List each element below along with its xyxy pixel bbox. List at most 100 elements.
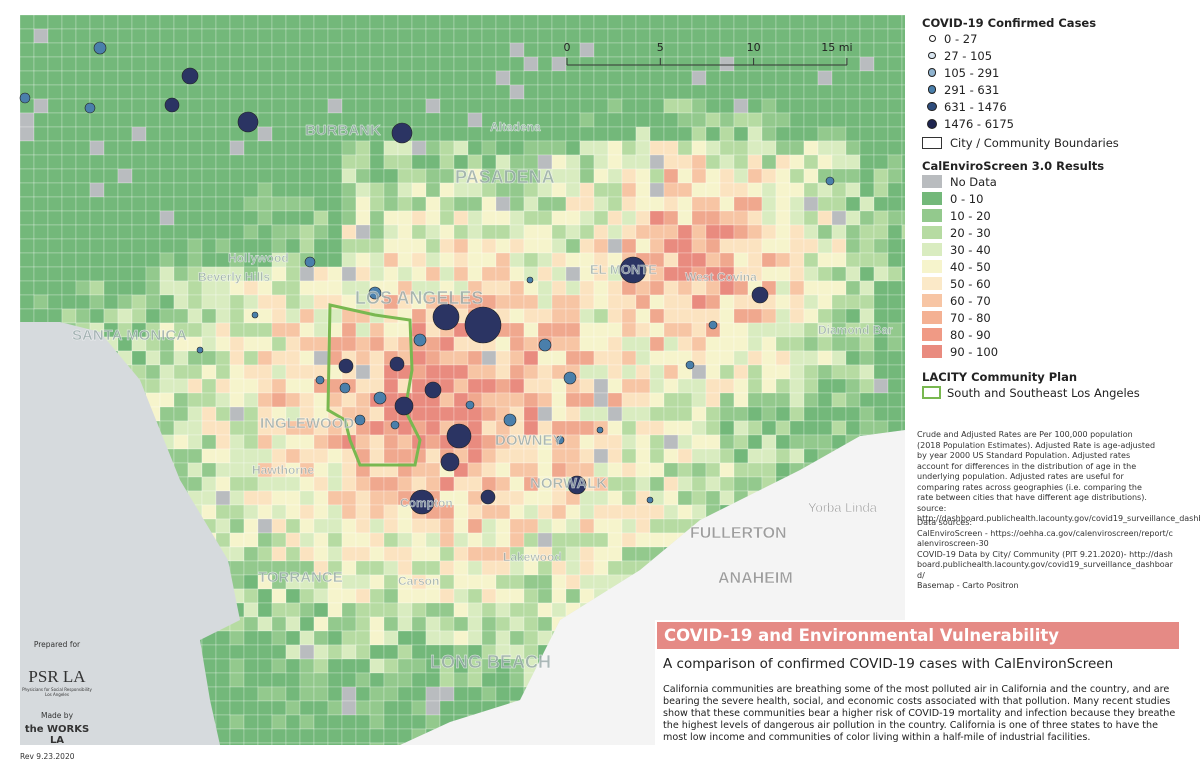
legend-label: 631 - 1476 (944, 99, 1007, 114)
tract (229, 392, 245, 408)
tract (859, 56, 875, 72)
tract (789, 182, 805, 198)
tract (495, 602, 511, 618)
tract (229, 476, 245, 492)
tract (467, 266, 483, 282)
tract (173, 84, 189, 100)
tract (313, 714, 329, 730)
tract (593, 336, 609, 352)
tract (61, 196, 77, 212)
tract (229, 210, 245, 226)
tract (565, 196, 581, 212)
tract (257, 294, 273, 310)
tract (369, 28, 385, 44)
tract (705, 210, 721, 226)
tract (649, 532, 665, 548)
tract (271, 742, 287, 745)
case-bubble (424, 381, 442, 399)
tract (579, 518, 595, 534)
tract (719, 308, 735, 324)
tract (173, 420, 189, 436)
tract (201, 490, 217, 506)
tract (103, 168, 119, 184)
tract (817, 238, 833, 254)
tract (327, 588, 343, 604)
tract (495, 476, 511, 492)
tract (201, 252, 217, 268)
tract (187, 196, 203, 212)
tract (313, 350, 329, 366)
tract (467, 378, 483, 394)
tract (145, 280, 161, 296)
tract (411, 84, 427, 100)
tract (817, 294, 833, 310)
tract (299, 490, 315, 506)
tract (285, 686, 301, 702)
tract (411, 70, 427, 86)
tract (817, 308, 833, 324)
scale-label: 5 (657, 41, 664, 54)
tract (607, 15, 623, 30)
tract (187, 462, 203, 478)
tract (677, 28, 693, 44)
tract (873, 210, 889, 226)
tract (20, 168, 35, 184)
tract (859, 140, 875, 156)
tract (425, 560, 441, 576)
case-bubble (354, 414, 366, 426)
tract (243, 364, 259, 380)
tract (551, 140, 567, 156)
case-bubble (339, 382, 351, 394)
tract (551, 196, 567, 212)
tract (313, 182, 329, 198)
tract (565, 70, 581, 86)
tract (901, 70, 905, 86)
tract (509, 84, 525, 100)
tract (873, 224, 889, 240)
tract (691, 182, 707, 198)
tract (831, 350, 847, 366)
tract (341, 280, 357, 296)
tract (453, 224, 469, 240)
tract (901, 126, 905, 142)
tract (313, 644, 329, 660)
tract (327, 476, 343, 492)
tract (159, 252, 175, 268)
tract (845, 15, 861, 30)
tract (355, 336, 371, 352)
tract (285, 448, 301, 464)
tract (383, 42, 399, 58)
tract (523, 588, 539, 604)
tract (565, 56, 581, 72)
tract (425, 476, 441, 492)
tract (761, 112, 777, 128)
tract (173, 434, 189, 450)
tract (215, 224, 231, 240)
tract (285, 378, 301, 394)
tract (593, 98, 609, 114)
tract (327, 700, 343, 716)
tract (663, 336, 679, 352)
tract (89, 294, 105, 310)
tract (383, 322, 399, 338)
tract (803, 336, 819, 352)
tract (635, 322, 651, 338)
tract (215, 490, 231, 506)
tract (187, 476, 203, 492)
tract (565, 560, 581, 576)
tract (831, 196, 847, 212)
tract (621, 294, 637, 310)
tract (187, 392, 203, 408)
tract (327, 56, 343, 72)
tract (369, 182, 385, 198)
tract (89, 182, 105, 198)
tract (425, 252, 441, 268)
place: LOS ANGELES (355, 288, 483, 308)
tract (425, 42, 441, 58)
tract (565, 280, 581, 296)
tract (705, 56, 721, 72)
tract (523, 42, 539, 58)
tract (215, 672, 231, 688)
tract (649, 294, 665, 310)
credits: Prepared for PSR LA Physicians for Socia… (22, 640, 92, 746)
